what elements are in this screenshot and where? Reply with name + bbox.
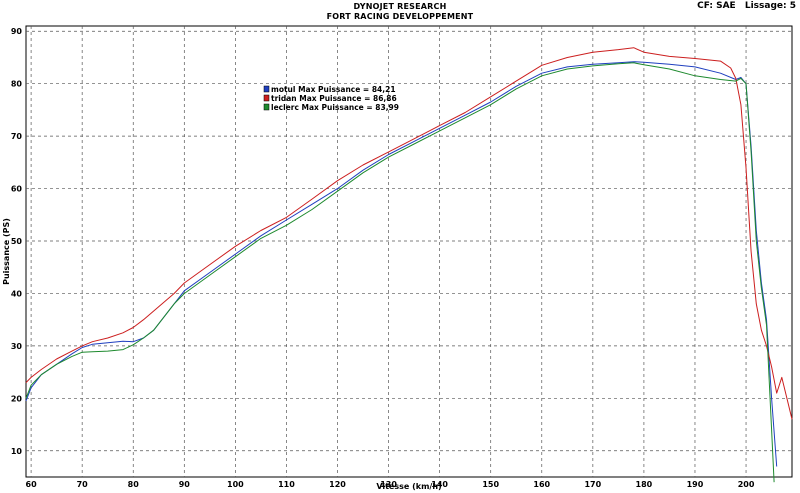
x-tick-label: 60 bbox=[26, 480, 38, 489]
plot-area bbox=[25, 25, 793, 478]
chart-title: DYNOJET RESEARCH bbox=[353, 2, 447, 11]
x-tick-label: 200 bbox=[738, 480, 755, 489]
legend-label-motul: motul Max Puissance = 84,21 bbox=[271, 85, 396, 94]
y-tick-label: 90 bbox=[11, 27, 23, 36]
y-tick-label: 50 bbox=[11, 237, 23, 246]
x-tick-label: 130 bbox=[380, 480, 397, 489]
axis-ticks: 60 70 80 90 100 110 120 130 140 150 160 170 180 190 20… bbox=[11, 27, 755, 489]
x-axis-title: Vitesse (km/h) bbox=[376, 482, 441, 491]
series-line-motul bbox=[25, 61, 778, 467]
x-tick-label: 110 bbox=[278, 480, 295, 489]
series-lines bbox=[25, 47, 793, 483]
y-tick-label: 60 bbox=[11, 185, 23, 194]
x-tick-label: 180 bbox=[636, 480, 653, 489]
x-tick-label: 190 bbox=[687, 480, 704, 489]
y-tick-label: 70 bbox=[11, 132, 23, 141]
correction-info: CF: SAE Lissage: 5 bbox=[691, 1, 796, 11]
x-tick-label: 80 bbox=[128, 480, 140, 489]
y-tick-label: 10 bbox=[11, 447, 23, 456]
legend-swatch-leclerc bbox=[263, 103, 270, 111]
x-tick-label: 70 bbox=[77, 480, 89, 489]
x-tick-label: 150 bbox=[482, 480, 499, 489]
legend-swatch-tridan bbox=[263, 94, 270, 102]
lissage-label: Lissage: 5 bbox=[744, 1, 796, 11]
y-axis-title: Puissance (PS) bbox=[2, 218, 11, 285]
legend-label-tridan: tridan Max Puissance = 86,86 bbox=[271, 94, 397, 103]
x-tick-label: 100 bbox=[227, 480, 244, 489]
y-tick-label: 30 bbox=[11, 342, 23, 351]
y-tick-label: 40 bbox=[11, 289, 23, 298]
series-line-tridan bbox=[25, 47, 793, 420]
x-tick-label: 90 bbox=[179, 480, 191, 489]
x-tick-label: 120 bbox=[329, 480, 346, 489]
cf-label: CF: SAE bbox=[697, 1, 736, 11]
grid bbox=[26, 26, 792, 477]
legend-swatch-motul bbox=[263, 85, 270, 93]
chart-subtitle: FORT RACING DEVELOPPEMENT bbox=[326, 12, 474, 21]
x-tick-label: 140 bbox=[431, 480, 448, 489]
y-tick-label: 20 bbox=[11, 394, 23, 403]
y-tick-label: 80 bbox=[11, 80, 23, 89]
legend-label-leclerc: leclerc Max Puissance = 83,99 bbox=[271, 103, 399, 112]
x-tick-label: 160 bbox=[533, 480, 550, 489]
series-line-leclerc bbox=[25, 62, 775, 483]
x-tick-label: 170 bbox=[584, 480, 601, 489]
